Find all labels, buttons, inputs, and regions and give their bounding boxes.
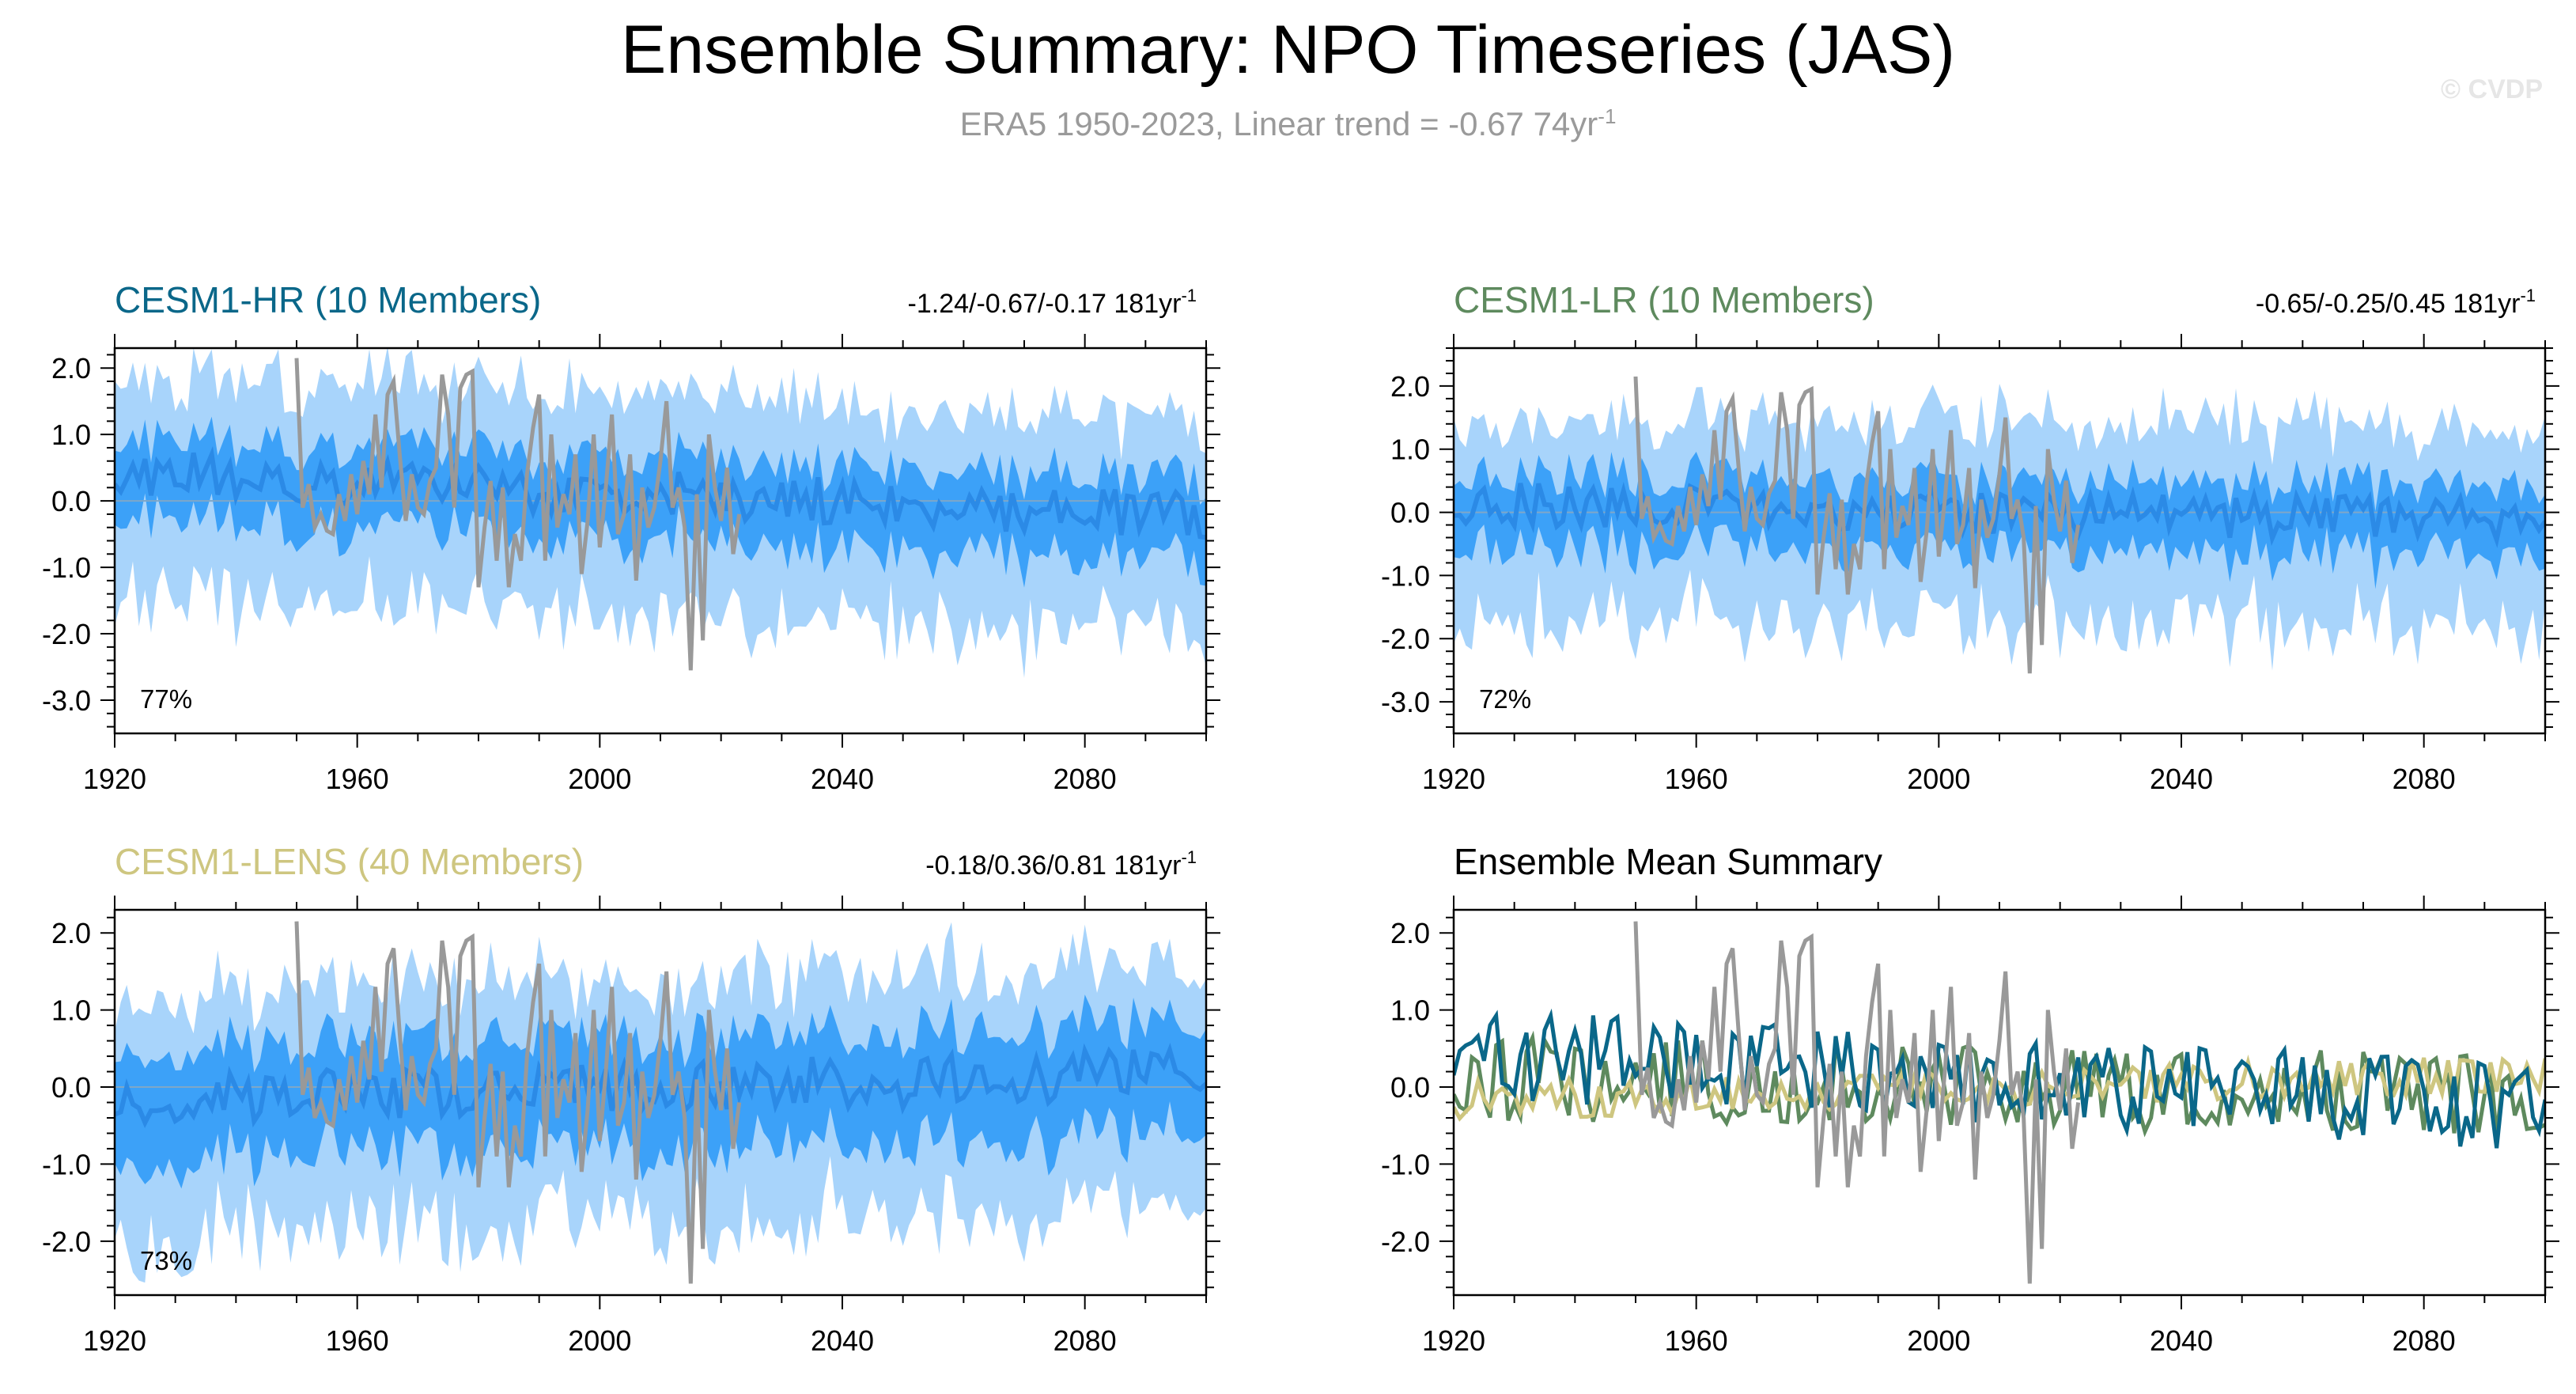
x-tick-label: 2000 — [1907, 1324, 1970, 1357]
panel-trend: -1.24/-0.67/-0.17 181yr-1 — [908, 286, 1197, 319]
era5-line — [294, 358, 742, 671]
plot-area — [1454, 921, 2545, 1284]
panel-title: CESM1-LR (10 Members) — [1454, 279, 1874, 320]
trend-exponent: -1 — [1181, 847, 1197, 867]
panel-title: CESM1-LENS (40 Members) — [115, 841, 584, 882]
y-tick-label: -2.0 — [42, 1225, 91, 1258]
main-title: Ensemble Summary: NPO Timeseries (JAS) — [621, 12, 1955, 88]
main-subtitle: ERA5 1950-2023, Linear trend = -0.67 74y… — [0, 104, 2576, 143]
y-tick-label: -1.0 — [42, 551, 91, 584]
x-tick-label: 2000 — [568, 763, 631, 795]
y-tick-label: 1.0 — [51, 994, 91, 1027]
panel-summary: Ensemble Mean Summary 1920 1960 2000 2040 208… — [1381, 841, 2559, 1357]
y-tick-label: 2.0 — [51, 917, 91, 949]
ensemble-mean-line — [115, 1043, 1206, 1129]
x-tick-label: 2080 — [1053, 763, 1117, 795]
panel-trend: -0.18/0.36/0.81 181yr-1 — [925, 847, 1197, 881]
y-tick-label: 0.0 — [1390, 497, 1430, 529]
x-tick-label: 1960 — [1665, 1324, 1728, 1357]
summary-lens-line — [1454, 1054, 2545, 1122]
x-tick-label: 1960 — [326, 763, 389, 795]
y-tick-label: 1.0 — [1390, 434, 1430, 466]
y-tick-label: 2.0 — [1390, 370, 1430, 403]
y-tick-label: -3.0 — [42, 684, 91, 717]
trend-exponent: -1 — [2520, 286, 2536, 305]
y-tick-label: -2.0 — [1381, 623, 1430, 655]
subtitle-exponent: -1 — [1598, 104, 1617, 128]
summary-hr-line — [1454, 1008, 2545, 1149]
panel-lens: CESM1-LENS (40 Members) -0.18/0.36/0.81 1… — [42, 841, 1220, 1357]
x-tick-label: 1920 — [83, 1324, 146, 1357]
subtitle-text: ERA5 1950-2023, Linear trend = -0.67 74y… — [959, 105, 1598, 142]
x-tick-label: 1920 — [1422, 763, 1485, 795]
plot-area — [1454, 376, 2545, 674]
x-tick-label: 2040 — [811, 1324, 874, 1357]
panel-title: Ensemble Mean Summary — [1454, 841, 1882, 882]
x-tick-label: 1920 — [83, 763, 146, 795]
panel-title: CESM1-HR (10 Members) — [115, 279, 541, 320]
x-tick-label: 2040 — [2150, 763, 2213, 795]
percent-label: 73% — [140, 1246, 192, 1275]
plot-area — [115, 921, 1206, 1284]
x-tick-label: 2040 — [2150, 1324, 2213, 1357]
watermark: © CVDP — [2441, 74, 2543, 104]
y-tick-label: -2.0 — [1381, 1225, 1430, 1258]
x-tick-label: 2080 — [1053, 1324, 1117, 1357]
y-tick-label: 0.0 — [51, 485, 91, 517]
era5-line — [1633, 921, 2081, 1284]
x-tick-label: 2000 — [1907, 763, 1970, 795]
inner-band — [1454, 451, 2545, 589]
panel-hr: CESM1-HR (10 Members) -1.24/-0.67/-0.17 1… — [42, 279, 1220, 795]
panel-lr: CESM1-LR (10 Members) -0.65/-0.25/0.45 18… — [1381, 279, 2559, 795]
y-tick-label: 0.0 — [51, 1071, 91, 1104]
y-tick-label: -2.0 — [42, 618, 91, 650]
y-tick-label: -1.0 — [1381, 1148, 1430, 1180]
x-tick-label: 2080 — [2393, 763, 2456, 795]
x-tick-label: 1960 — [326, 1324, 389, 1357]
plot-area — [115, 348, 1206, 679]
era5-line — [1633, 376, 2081, 674]
y-tick-label: 2.0 — [51, 352, 91, 384]
panel-trend: -0.65/-0.25/0.45 181yr-1 — [2256, 286, 2536, 319]
x-tick-label: 2080 — [2393, 1324, 2456, 1357]
trend-exponent: -1 — [1181, 286, 1197, 305]
era5-line — [294, 921, 742, 1284]
x-tick-label: 2000 — [568, 1324, 631, 1357]
y-tick-label: -1.0 — [1381, 559, 1430, 592]
x-tick-label: 2040 — [811, 763, 874, 795]
y-tick-label: 0.0 — [1390, 1071, 1430, 1104]
x-tick-label: 1920 — [1422, 1324, 1485, 1357]
y-tick-label: 1.0 — [1390, 994, 1430, 1027]
y-tick-label: 1.0 — [51, 419, 91, 451]
percent-label: 72% — [1479, 684, 1531, 714]
y-tick-label: -3.0 — [1381, 686, 1430, 718]
percent-label: 77% — [140, 684, 192, 714]
y-tick-label: -1.0 — [42, 1148, 91, 1180]
y-tick-label: 2.0 — [1390, 917, 1430, 949]
ensemble-mean-line — [115, 445, 1206, 540]
x-tick-label: 1960 — [1665, 763, 1728, 795]
ensemble-mean-line — [1454, 482, 2545, 548]
